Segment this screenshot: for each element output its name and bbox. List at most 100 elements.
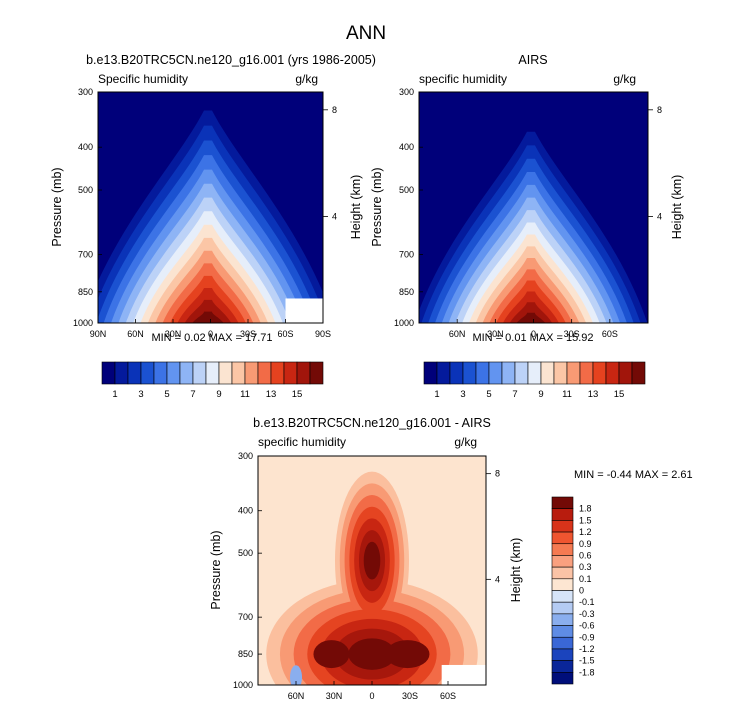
colorbar-label: 0.1 — [579, 574, 592, 584]
min-max-text: MIN = 0.02 MAX = 17.71 — [151, 332, 272, 344]
contour-field — [258, 456, 486, 685]
colorbar-box — [592, 361, 607, 385]
y-tick-label: 850 — [238, 649, 253, 659]
min-label: MIN = — [151, 332, 184, 344]
colorbar-box — [192, 361, 207, 385]
variable-label: specific humidity — [258, 435, 346, 449]
min-value: 0.02 — [184, 332, 208, 344]
x-tick-label: 60S — [440, 691, 456, 701]
colorbar-label: -0.3 — [579, 609, 595, 619]
colorbar-box — [551, 648, 574, 661]
y2-tick-label: 8 — [495, 469, 500, 479]
min-value: -0.44 — [607, 469, 635, 481]
y2-tick-label: 8 — [332, 105, 337, 115]
y-tick-label: 850 — [399, 287, 414, 297]
min-label: MIN = — [574, 469, 607, 481]
max-label: MAX = — [635, 469, 671, 481]
contour-core — [385, 640, 430, 669]
colorbar-label: -1.8 — [579, 667, 595, 677]
y-tick-label: 850 — [78, 287, 93, 297]
colorbar-label: 11 — [562, 389, 572, 400]
colorbar-box — [218, 361, 233, 385]
colorbar-label: 13 — [588, 389, 599, 400]
colorbar: 1 3 5 7 9 11 13 15 — [423, 361, 646, 400]
colorbar-box — [127, 361, 142, 385]
min-max-text: MIN = -0.44 MAX = 2.61 — [574, 469, 693, 481]
x-tick-label: 30S — [240, 329, 256, 339]
contour-level — [184, 299, 232, 323]
y2-tick-label: 8 — [657, 105, 662, 115]
y2-axis-label: Height (km) — [509, 538, 523, 603]
colorbar-box — [551, 520, 574, 533]
y-tick-label: 1000 — [73, 318, 93, 328]
colorbar-box — [488, 361, 503, 385]
x-tick-label: 0 — [531, 329, 536, 339]
colorbar-label: 1 — [434, 389, 439, 400]
colorbar-label: 3 — [138, 389, 143, 400]
x-tick-label: 60S — [602, 329, 618, 339]
colorbar-label: 5 — [486, 389, 491, 400]
y-tick-label: 500 — [399, 185, 414, 195]
figure-title: ANN — [346, 23, 386, 44]
panel-title: b.e13.B20TRC5CN.ne120_g16.001 (yrs 1986-… — [86, 53, 376, 67]
min-max-text: MIN = 0.01 MAX = 15.92 — [472, 332, 593, 344]
x-tick-label: 30N — [165, 329, 182, 339]
y-tick-label: 700 — [238, 612, 253, 622]
colorbar-box — [551, 660, 574, 673]
y-tick-label: 1000 — [394, 318, 414, 328]
contour-field — [419, 92, 648, 323]
colorbar-box — [551, 672, 574, 685]
colorbar-box — [101, 361, 116, 385]
colorbar-label: 7 — [190, 389, 195, 400]
units-label: g/kg — [295, 72, 318, 86]
colorbar-label: 9 — [216, 389, 221, 400]
y-tick-label: 400 — [78, 142, 93, 152]
min-value: 0.01 — [505, 332, 529, 344]
colorbar-label: -1.5 — [579, 656, 595, 666]
colorbar-box — [166, 361, 181, 385]
colorbar-label: 9 — [538, 389, 543, 400]
colorbar-box — [551, 566, 574, 580]
colorbar-box — [527, 361, 542, 385]
colorbar-box — [514, 361, 529, 385]
colorbar: 1.81.5 1.2 0.90.6 0.3 0.1 0-0.1 -0.3 -0.6-0.9 -1… — [551, 496, 595, 685]
missing-data — [285, 298, 323, 323]
units-label: g/kg — [613, 72, 636, 86]
x-tick-label: 30S — [564, 329, 580, 339]
y-tick-label: 400 — [238, 506, 253, 516]
x-tick-label: 30N — [487, 329, 504, 339]
y-tick-label: 300 — [399, 87, 414, 97]
x-tick-label: 30N — [326, 691, 343, 701]
panel-3: b.e13.B20TRC5CN.ne120_g16.001 - AIRS spec… — [209, 416, 693, 701]
colorbar-box — [501, 361, 516, 385]
x-tick-label: 0 — [369, 691, 374, 701]
variable-label: Specific humidity — [98, 72, 188, 86]
y-tick-label: 300 — [238, 451, 253, 461]
negative-anomaly — [290, 665, 302, 685]
colorbar-box — [423, 361, 438, 385]
x-tick-label: 90N — [90, 329, 107, 339]
colorbar-label: 1.2 — [579, 527, 592, 537]
max-label: MAX = — [530, 332, 566, 344]
colorbar-label: 0.3 — [579, 562, 592, 572]
colorbar-box — [605, 361, 620, 385]
colorbar-label: -0.1 — [579, 597, 595, 607]
contour-core — [313, 640, 350, 669]
contour-level — [363, 541, 381, 580]
y-tick-label: 1000 — [233, 680, 253, 690]
colorbar-box — [270, 361, 285, 385]
max-value: 2.61 — [671, 469, 692, 481]
colorbar-label: -1.2 — [579, 644, 595, 654]
colorbar-box — [631, 361, 646, 385]
colorbar-box — [309, 361, 324, 385]
colorbar-box — [540, 361, 555, 385]
y2-tick-label: 4 — [495, 574, 500, 584]
y2-axis-label: Height (km) — [670, 175, 684, 240]
colorbar-label: 1.8 — [579, 504, 592, 514]
variable-label: specific humidity — [419, 72, 507, 86]
panel-1: b.e13.B20TRC5CN.ne120_g16.001 (yrs 1986-… — [50, 53, 376, 400]
colorbar-box — [551, 636, 574, 650]
colorbar-box — [551, 508, 574, 521]
y-tick-label: 500 — [78, 185, 93, 195]
